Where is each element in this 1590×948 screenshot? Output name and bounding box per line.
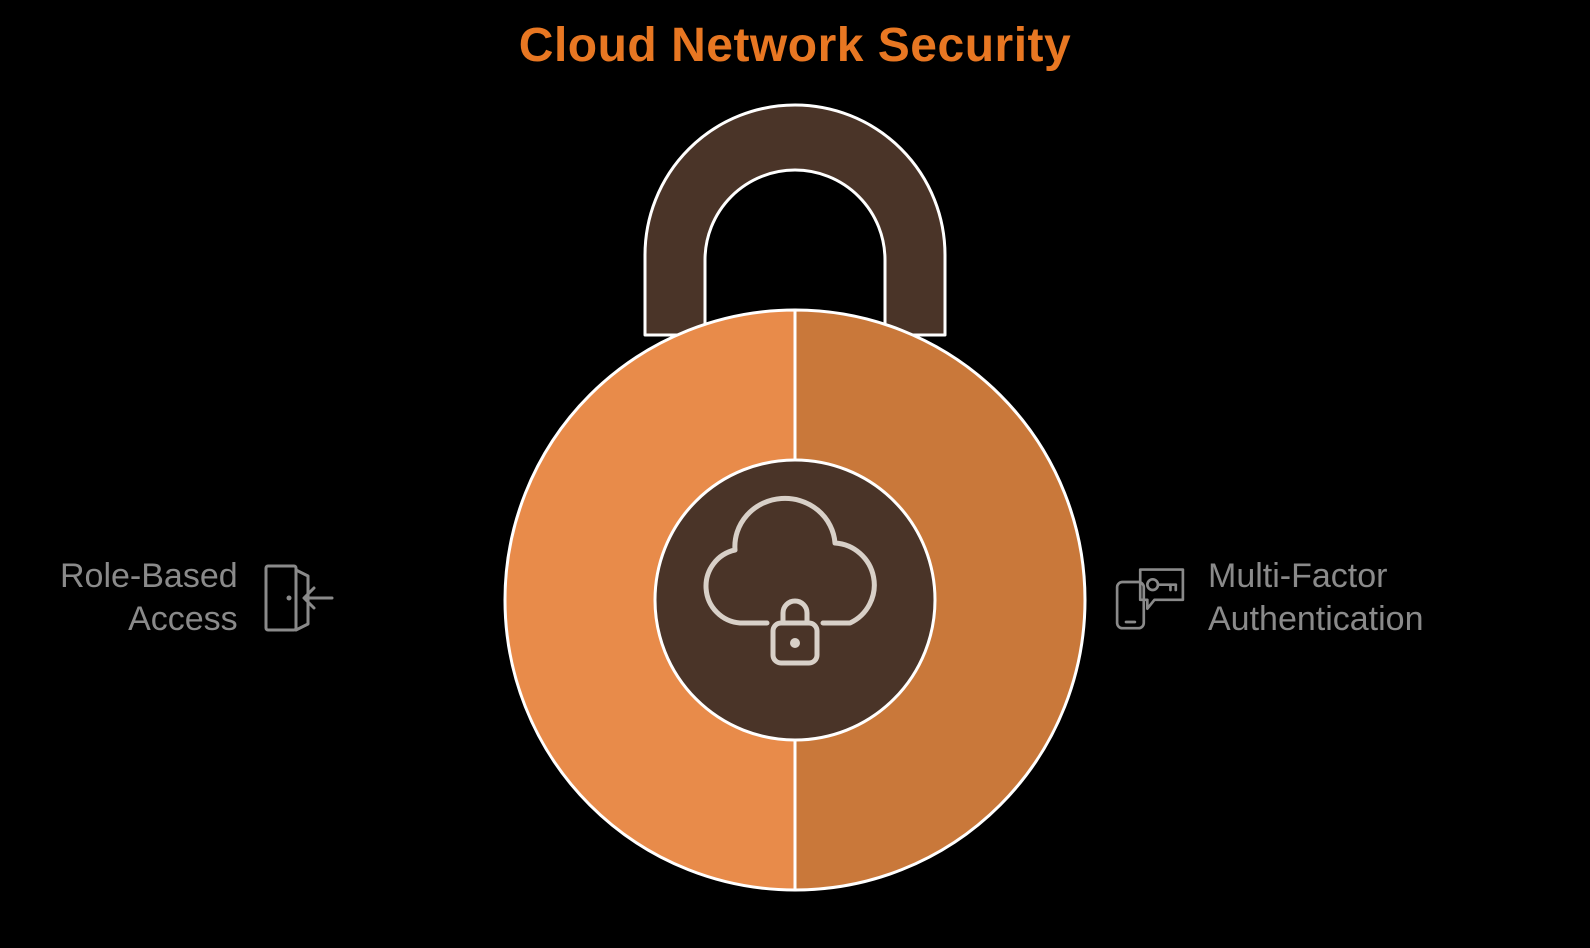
label-role-based-access: Role-Based Access (60, 555, 336, 640)
diagram-title: Cloud Network Security (0, 18, 1590, 73)
label-multi-factor-auth: Multi-Factor Authentication (1110, 555, 1424, 640)
device-key-icon (1110, 558, 1190, 638)
label-right-line2: Authentication (1208, 598, 1424, 641)
label-right-line1: Multi-Factor (1208, 555, 1424, 598)
door-arrow-icon (256, 558, 336, 638)
label-left-line2: Access (60, 598, 238, 641)
diagram-stage: Cloud Network Security Role-Based Access (0, 0, 1590, 948)
padlock-graphic (445, 95, 1145, 915)
padlock-shackle (645, 105, 945, 335)
label-left-line1: Role-Based (60, 555, 238, 598)
